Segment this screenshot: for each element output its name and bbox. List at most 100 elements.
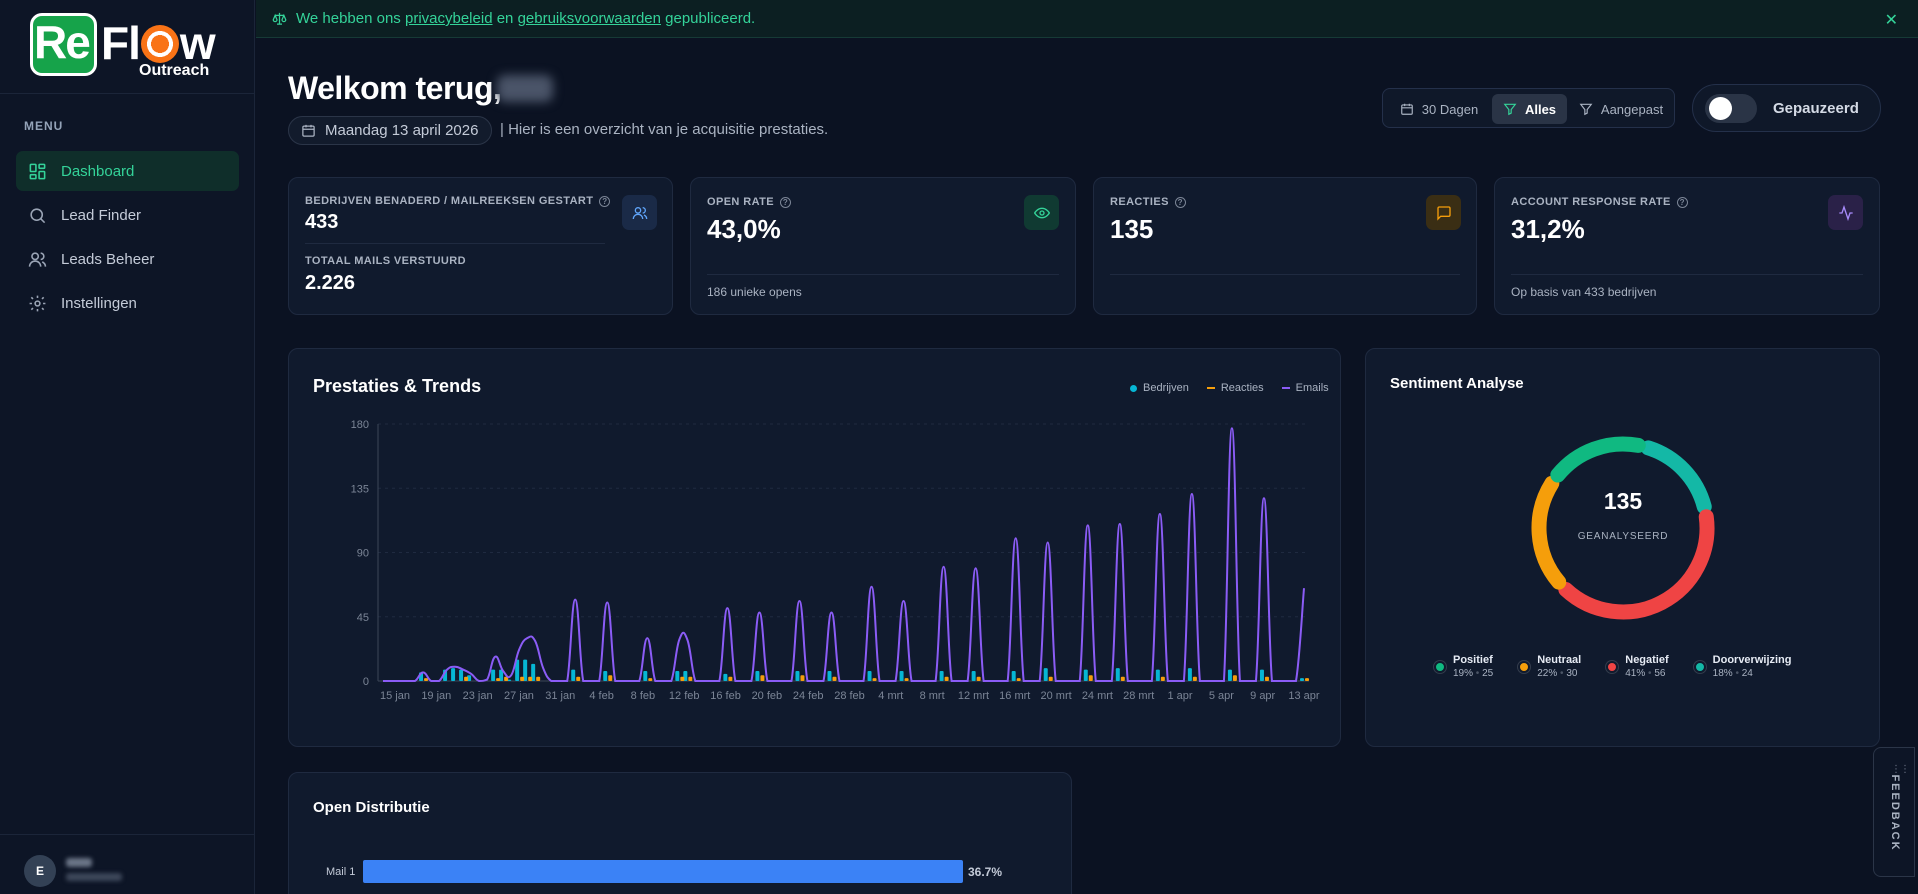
chart-legend: Bedrijven Reacties Emails xyxy=(1130,382,1329,394)
kpi-label: BEDRIJVEN BENADERD / MAILREEKSEN GESTART… xyxy=(305,195,611,207)
kpi-label: OPEN RATE? xyxy=(707,196,791,208)
sentiment-item-doorverwijzing: Doorverwijzing 18% • 24 xyxy=(1693,653,1792,681)
filter-all-button[interactable]: Alles xyxy=(1492,94,1567,124)
kpi-label: REACTIES? xyxy=(1110,196,1186,208)
page-title: Welkom terug, xyxy=(288,70,502,106)
date-filter-group: 30 Dagen Alles Aangepast xyxy=(1382,88,1675,128)
kpi-card-companies: BEDRIJVEN BENADERD / MAILREEKSEN GESTART… xyxy=(288,177,673,315)
help-icon: ? xyxy=(779,196,791,208)
feedback-label: FEEDBACK xyxy=(1889,774,1901,852)
toggle-knob xyxy=(1709,97,1732,120)
user-email-redacted xyxy=(66,873,122,881)
sidebar-item-dashboard[interactable]: Dashboard xyxy=(16,151,239,191)
gear-icon xyxy=(29,295,46,311)
eye-icon xyxy=(1024,195,1059,230)
sidebar-item-instellingen[interactable]: Instellingen xyxy=(16,283,239,323)
date-badge: Maandag 13 april 2026 xyxy=(288,116,493,145)
privacy-link[interactable]: privacybeleid xyxy=(404,10,493,27)
distribution-row-label: Mail 1 xyxy=(326,866,356,878)
close-icon[interactable]: ✕ xyxy=(1884,12,1898,29)
menu-label: MENU xyxy=(24,119,64,133)
sentiment-total: 135 xyxy=(1603,488,1643,514)
users-icon xyxy=(28,251,47,267)
avatar[interactable]: E xyxy=(24,855,56,887)
filter-icon xyxy=(1579,103,1593,116)
help-icon: ? xyxy=(1676,196,1688,208)
kpi-card-reactions: REACTIES? 135 xyxy=(1093,177,1477,315)
sentiment-total-label: GEANALYSEERD xyxy=(1577,531,1669,542)
sidebar-item-label: Dashboard xyxy=(61,162,135,180)
kpi-divider xyxy=(1511,274,1863,275)
legend-item-emails: Emails xyxy=(1281,382,1329,394)
toggle-label: Gepauzeerd xyxy=(1773,100,1859,117)
distribution-bar xyxy=(363,860,963,883)
date-text: Maandag 13 april 2026 xyxy=(325,122,479,139)
kpi-value: 135 xyxy=(1110,214,1154,244)
kpi-value: 43,0% xyxy=(707,214,781,244)
logo-flow: Fl w xyxy=(101,17,216,69)
kpi-divider xyxy=(1110,274,1460,275)
kpi-value: 31,2% xyxy=(1511,214,1585,244)
sentiment-card xyxy=(1365,348,1880,747)
scale-icon xyxy=(272,12,287,25)
logo[interactable]: Re Fl w Outreach xyxy=(0,0,254,94)
kpi-note: Op basis van 433 bedrijven xyxy=(1511,285,1657,299)
kpi-divider xyxy=(305,243,605,244)
kpi-label: TOTAAL MAILS VERSTUURD xyxy=(305,255,466,267)
search-icon xyxy=(30,207,46,223)
drag-handle-icon[interactable]: ⋮⋮ xyxy=(1891,764,1910,775)
logo-subtitle: Outreach xyxy=(139,62,210,79)
help-icon: ? xyxy=(599,195,611,207)
policy-banner: We hebben ons privacybeleid en gebruiksv… xyxy=(256,0,1918,38)
distribution-bar-track xyxy=(363,860,963,883)
kpi-card-account-response: ACCOUNT RESPONSE RATE? 31,2% Op basis va… xyxy=(1494,177,1880,315)
banner-text-mid: en xyxy=(496,10,514,27)
trends-title: Prestaties & Trends xyxy=(313,376,482,396)
dashboard-icon xyxy=(29,163,46,179)
kpi-value: 2.226 xyxy=(305,272,356,294)
terms-link[interactable]: gebruiksvoorwaarden xyxy=(517,10,661,27)
sentiment-donut xyxy=(1531,436,1715,620)
user-profile[interactable]: E xyxy=(0,834,255,894)
page-subtitle: | Hier is een overzicht van je acquisiti… xyxy=(500,121,829,138)
donut-segment-positief xyxy=(1550,436,1646,483)
filter-30-days-button[interactable]: 30 Dagen xyxy=(1391,94,1487,124)
username-redacted xyxy=(497,75,553,102)
filter-icon xyxy=(1503,103,1517,116)
logo-badge xyxy=(30,13,97,76)
calendar-icon xyxy=(302,124,315,137)
sentiment-item-neutraal: Neutraal 22% • 30 xyxy=(1518,653,1581,681)
sentiment-title: Sentiment Analyse xyxy=(1390,375,1524,392)
pause-toggle[interactable]: Gepauzeerd xyxy=(1692,84,1881,132)
logo-target-icon xyxy=(140,25,179,63)
donut-segment-negatief xyxy=(1558,509,1715,620)
sidebar-item-label: Leads Beheer xyxy=(61,250,155,268)
message-icon xyxy=(1426,195,1461,230)
kpi-value: 433 xyxy=(305,211,339,233)
sentiment-item-positief: Positief 19% • 25 xyxy=(1434,653,1493,681)
kpi-card-open-rate: OPEN RATE? 43,0% 186 unieke opens xyxy=(690,177,1076,315)
calendar-icon xyxy=(1400,103,1413,115)
sidebar-item-lead-finder[interactable]: Lead Finder xyxy=(16,195,239,235)
activity-icon xyxy=(1828,195,1863,230)
toggle-switch[interactable] xyxy=(1705,94,1757,123)
donut-segment-doorverwijzing xyxy=(1640,440,1712,515)
filter-custom-button[interactable]: Aangepast xyxy=(1572,94,1670,124)
users-icon xyxy=(622,195,657,230)
sentiment-legend: Positief 19% • 25 Neutraal 22% • 30 Negati… xyxy=(1434,653,1817,681)
user-name-redacted xyxy=(66,858,92,867)
trends-card xyxy=(288,348,1341,747)
sentiment-item-negatief: Negatief 41% • 56 xyxy=(1606,653,1669,681)
legend-item-reacties: Reacties xyxy=(1206,382,1264,394)
feedback-tab[interactable]: ⋮⋮ FEEDBACK xyxy=(1873,747,1915,877)
help-icon: ? xyxy=(1174,196,1186,208)
open-distribution-title: Open Distributie xyxy=(313,799,430,816)
kpi-label: ACCOUNT RESPONSE RATE? xyxy=(1511,196,1688,208)
kpi-divider xyxy=(707,274,1059,275)
donut-segment-neutraal xyxy=(1531,475,1567,590)
sidebar-item-leads-beheer[interactable]: Leads Beheer xyxy=(16,239,239,279)
sidebar: Re Fl w Outreach MENU Dashboard Lead Find… xyxy=(0,0,255,894)
kpi-note: 186 unieke opens xyxy=(707,285,802,299)
distribution-row-value: 36.7% xyxy=(968,865,1003,879)
banner-text-before: We hebben ons xyxy=(296,10,401,27)
